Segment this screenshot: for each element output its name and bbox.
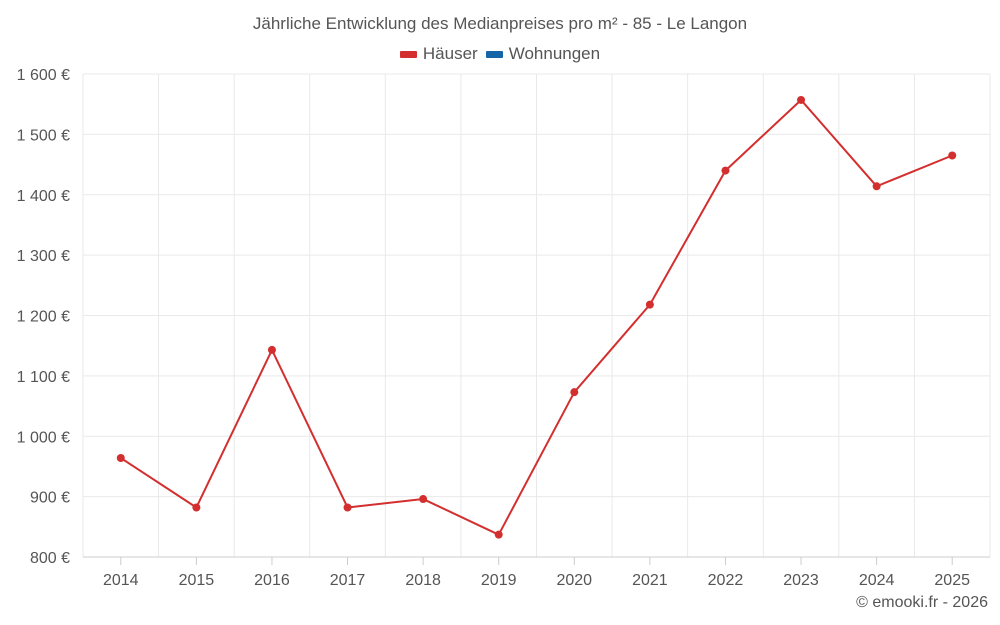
- x-tick-label: 2024: [859, 572, 895, 589]
- legend-swatch-houses: [399, 50, 417, 58]
- y-tick-label: 1 400 €: [17, 188, 70, 205]
- x-tick-label: 2018: [405, 572, 441, 589]
- legend-item-apartments[interactable]: Wohnungen: [485, 44, 601, 64]
- x-tick-label: 2020: [556, 572, 592, 589]
- data-point-houses-2018: [419, 495, 428, 504]
- data-point-houses-2019: [494, 530, 503, 539]
- y-tick-label: 800 €: [30, 550, 70, 567]
- grid: [82, 73, 991, 558]
- legend-item-houses[interactable]: Häuser: [399, 44, 478, 64]
- data-point-houses-2021: [645, 300, 654, 309]
- y-axis: 800 € 900 € 1 000 € 1 100 € 1 200 € 1 300 € 1 …: [17, 67, 70, 567]
- data-point-houses-2020: [570, 388, 579, 397]
- data-point-houses-2014: [116, 453, 125, 462]
- x-tick-label: 2021: [632, 572, 668, 589]
- y-tick-label: 900 €: [30, 490, 70, 507]
- legend-swatch-apartments: [485, 50, 503, 58]
- legend-label-apartments: Wohnungen: [508, 44, 601, 63]
- y-tick-label: 1 600 €: [17, 67, 70, 84]
- data-point-houses-2025: [948, 151, 957, 160]
- x-tick-label: 2022: [708, 572, 744, 589]
- x-tick-label: 2023: [783, 572, 819, 589]
- x-tick-label: 2014: [103, 572, 139, 589]
- series-houses: [116, 95, 957, 539]
- chart-title: Jährliche Entwicklung des Medianpreises …: [252, 14, 748, 33]
- data-point-houses-2016: [267, 345, 276, 354]
- copyright: © emooki.fr - 2026: [856, 594, 988, 611]
- x-tick-label: 2015: [179, 572, 215, 589]
- x-tick-label: 2016: [254, 572, 290, 589]
- data-point-houses-2022: [721, 166, 730, 175]
- y-tick-label: 1 000 €: [17, 429, 70, 446]
- y-tick-label: 1 500 €: [17, 127, 70, 144]
- data-point-houses-2023: [797, 95, 806, 104]
- y-tick-label: 1 100 €: [17, 369, 70, 386]
- data-point-houses-2017: [343, 503, 352, 512]
- x-axis: 2014 2015 2016 2017 2018 2019 2020 2021 2022 2023…: [83, 556, 990, 589]
- data-point-houses-2024: [872, 182, 881, 191]
- data-point-houses-2015: [192, 503, 201, 512]
- legend-label-houses: Häuser: [422, 44, 478, 63]
- x-tick-label: 2019: [481, 572, 517, 589]
- y-tick-label: 1 200 €: [17, 309, 70, 326]
- x-tick-label: 2025: [934, 572, 970, 589]
- series-line-houses: [120, 98, 953, 536]
- x-tick-label: 2017: [330, 572, 366, 589]
- y-tick-label: 1 300 €: [17, 248, 70, 265]
- legend: Häuser Wohnungen: [0, 44, 1000, 64]
